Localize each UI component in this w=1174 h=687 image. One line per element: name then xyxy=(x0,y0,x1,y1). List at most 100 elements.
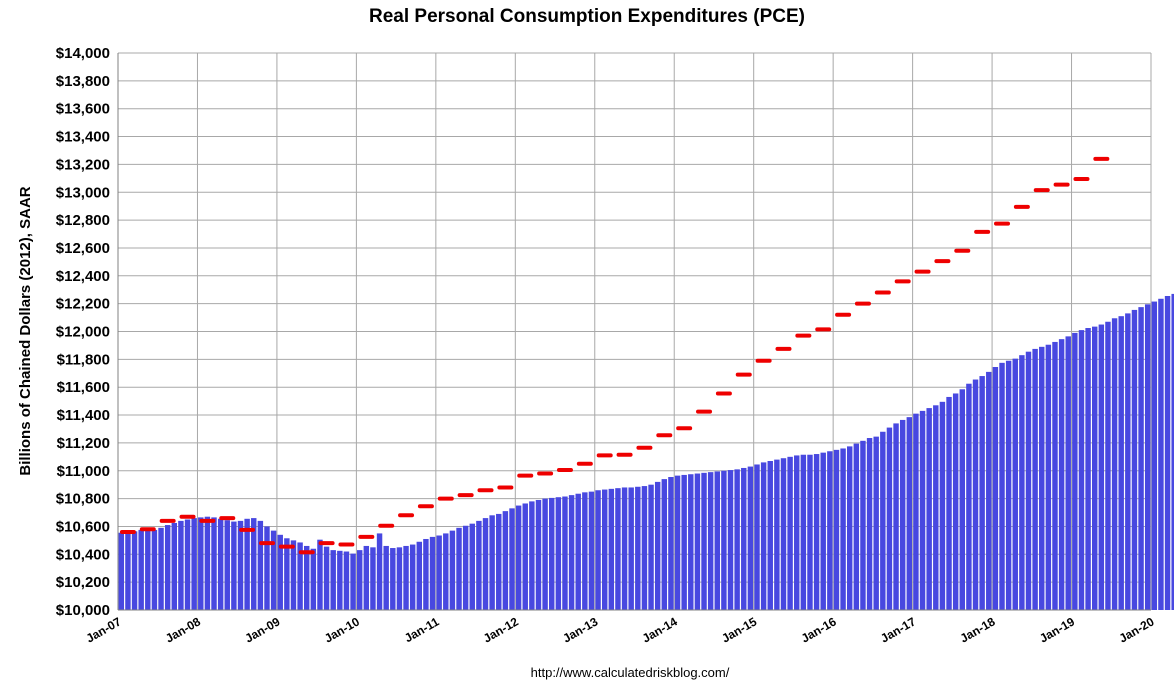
bar xyxy=(714,471,720,610)
bar xyxy=(721,470,727,610)
bar xyxy=(429,536,436,610)
y-tick-label: $10,600 xyxy=(56,518,110,535)
x-tick-label: Jan-13 xyxy=(560,614,600,645)
bar xyxy=(774,459,780,610)
y-tick-label: $12,800 xyxy=(56,212,110,229)
bar xyxy=(237,520,244,610)
bar xyxy=(833,449,840,610)
y-tick-label: $11,200 xyxy=(57,435,110,452)
bar xyxy=(959,389,965,610)
bar xyxy=(217,518,224,610)
bar xyxy=(1111,318,1118,610)
y-tick-label: $12,600 xyxy=(56,240,110,257)
chart-source-url: http://www.calculatedriskblog.com/ xyxy=(530,665,730,680)
bar xyxy=(270,530,277,610)
bar xyxy=(462,525,469,610)
bar xyxy=(145,529,151,610)
bar xyxy=(1171,293,1174,610)
bar xyxy=(654,481,661,610)
bar xyxy=(926,408,932,610)
bar xyxy=(880,431,886,610)
bar xyxy=(376,533,383,610)
bar xyxy=(601,489,608,610)
bar xyxy=(568,495,575,610)
bar xyxy=(184,519,191,610)
bar xyxy=(1118,316,1124,610)
bar xyxy=(919,410,926,610)
bar xyxy=(1025,351,1032,610)
bar xyxy=(1085,328,1091,610)
y-tick-label: $13,000 xyxy=(56,184,110,201)
bar xyxy=(264,526,270,610)
bar xyxy=(409,544,416,610)
y-tick-label: $11,600 xyxy=(57,379,110,396)
bar xyxy=(866,438,873,610)
bar xyxy=(522,503,528,610)
bar xyxy=(290,540,297,610)
bar xyxy=(1144,304,1151,610)
bar xyxy=(1019,355,1025,610)
bar xyxy=(125,532,131,610)
bar xyxy=(1164,295,1171,610)
bar xyxy=(615,488,621,610)
bar xyxy=(767,461,773,610)
bar xyxy=(244,518,250,610)
bar xyxy=(873,436,879,610)
bar xyxy=(138,529,144,610)
bar xyxy=(972,379,979,610)
x-tick-label: Jan-17 xyxy=(878,614,918,645)
bar xyxy=(562,496,568,610)
y-tick-label: $13,800 xyxy=(56,73,110,90)
bar xyxy=(853,443,860,610)
bar xyxy=(297,542,303,610)
y-axis-label: Billions of Chained Dollars (2012), SAAR xyxy=(17,186,34,475)
bar xyxy=(992,367,999,610)
x-tick-label: Jan-08 xyxy=(163,614,203,645)
bar xyxy=(1065,336,1071,610)
y-tick-label: $10,800 xyxy=(56,491,110,508)
bar xyxy=(356,550,363,610)
bar xyxy=(582,492,588,610)
bar xyxy=(946,396,952,610)
bar xyxy=(1058,339,1065,610)
bar xyxy=(760,462,767,610)
bar xyxy=(390,548,396,610)
y-tick-label: $10,200 xyxy=(56,574,110,591)
bar xyxy=(860,440,866,610)
bar xyxy=(688,474,694,610)
bar xyxy=(396,547,403,610)
y-tick-label: $13,200 xyxy=(56,156,110,173)
bar xyxy=(555,497,562,610)
bar xyxy=(820,452,826,610)
bar xyxy=(482,518,489,610)
chart-title: Real Personal Consumption Expenditures (… xyxy=(368,6,806,27)
bar xyxy=(443,533,449,610)
x-tick-label: Jan-07 xyxy=(84,614,124,645)
bar xyxy=(621,487,628,610)
bar xyxy=(734,469,740,610)
bar xyxy=(628,487,634,610)
y-tick-label: $10,000 xyxy=(56,602,110,619)
y-tick-label: $10,400 xyxy=(56,546,110,563)
bar xyxy=(1045,344,1052,610)
y-tick-label: $13,600 xyxy=(56,101,110,118)
bar xyxy=(952,393,959,610)
axes xyxy=(117,53,1151,611)
bar xyxy=(509,508,515,610)
bar xyxy=(343,551,350,610)
bar xyxy=(681,474,687,610)
bar xyxy=(1105,321,1111,610)
bar xyxy=(231,521,237,610)
bar xyxy=(350,553,356,610)
bar xyxy=(542,498,548,610)
bar xyxy=(668,477,674,610)
bar xyxy=(966,383,972,610)
bar xyxy=(284,538,290,610)
bar xyxy=(310,548,317,610)
bar xyxy=(224,520,230,610)
x-tick-label: Jan-09 xyxy=(242,614,282,645)
grid xyxy=(117,52,1152,611)
bar xyxy=(840,448,846,610)
bar xyxy=(906,417,913,610)
